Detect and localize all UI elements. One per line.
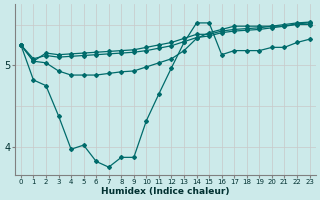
X-axis label: Humidex (Indice chaleur): Humidex (Indice chaleur) — [101, 187, 229, 196]
